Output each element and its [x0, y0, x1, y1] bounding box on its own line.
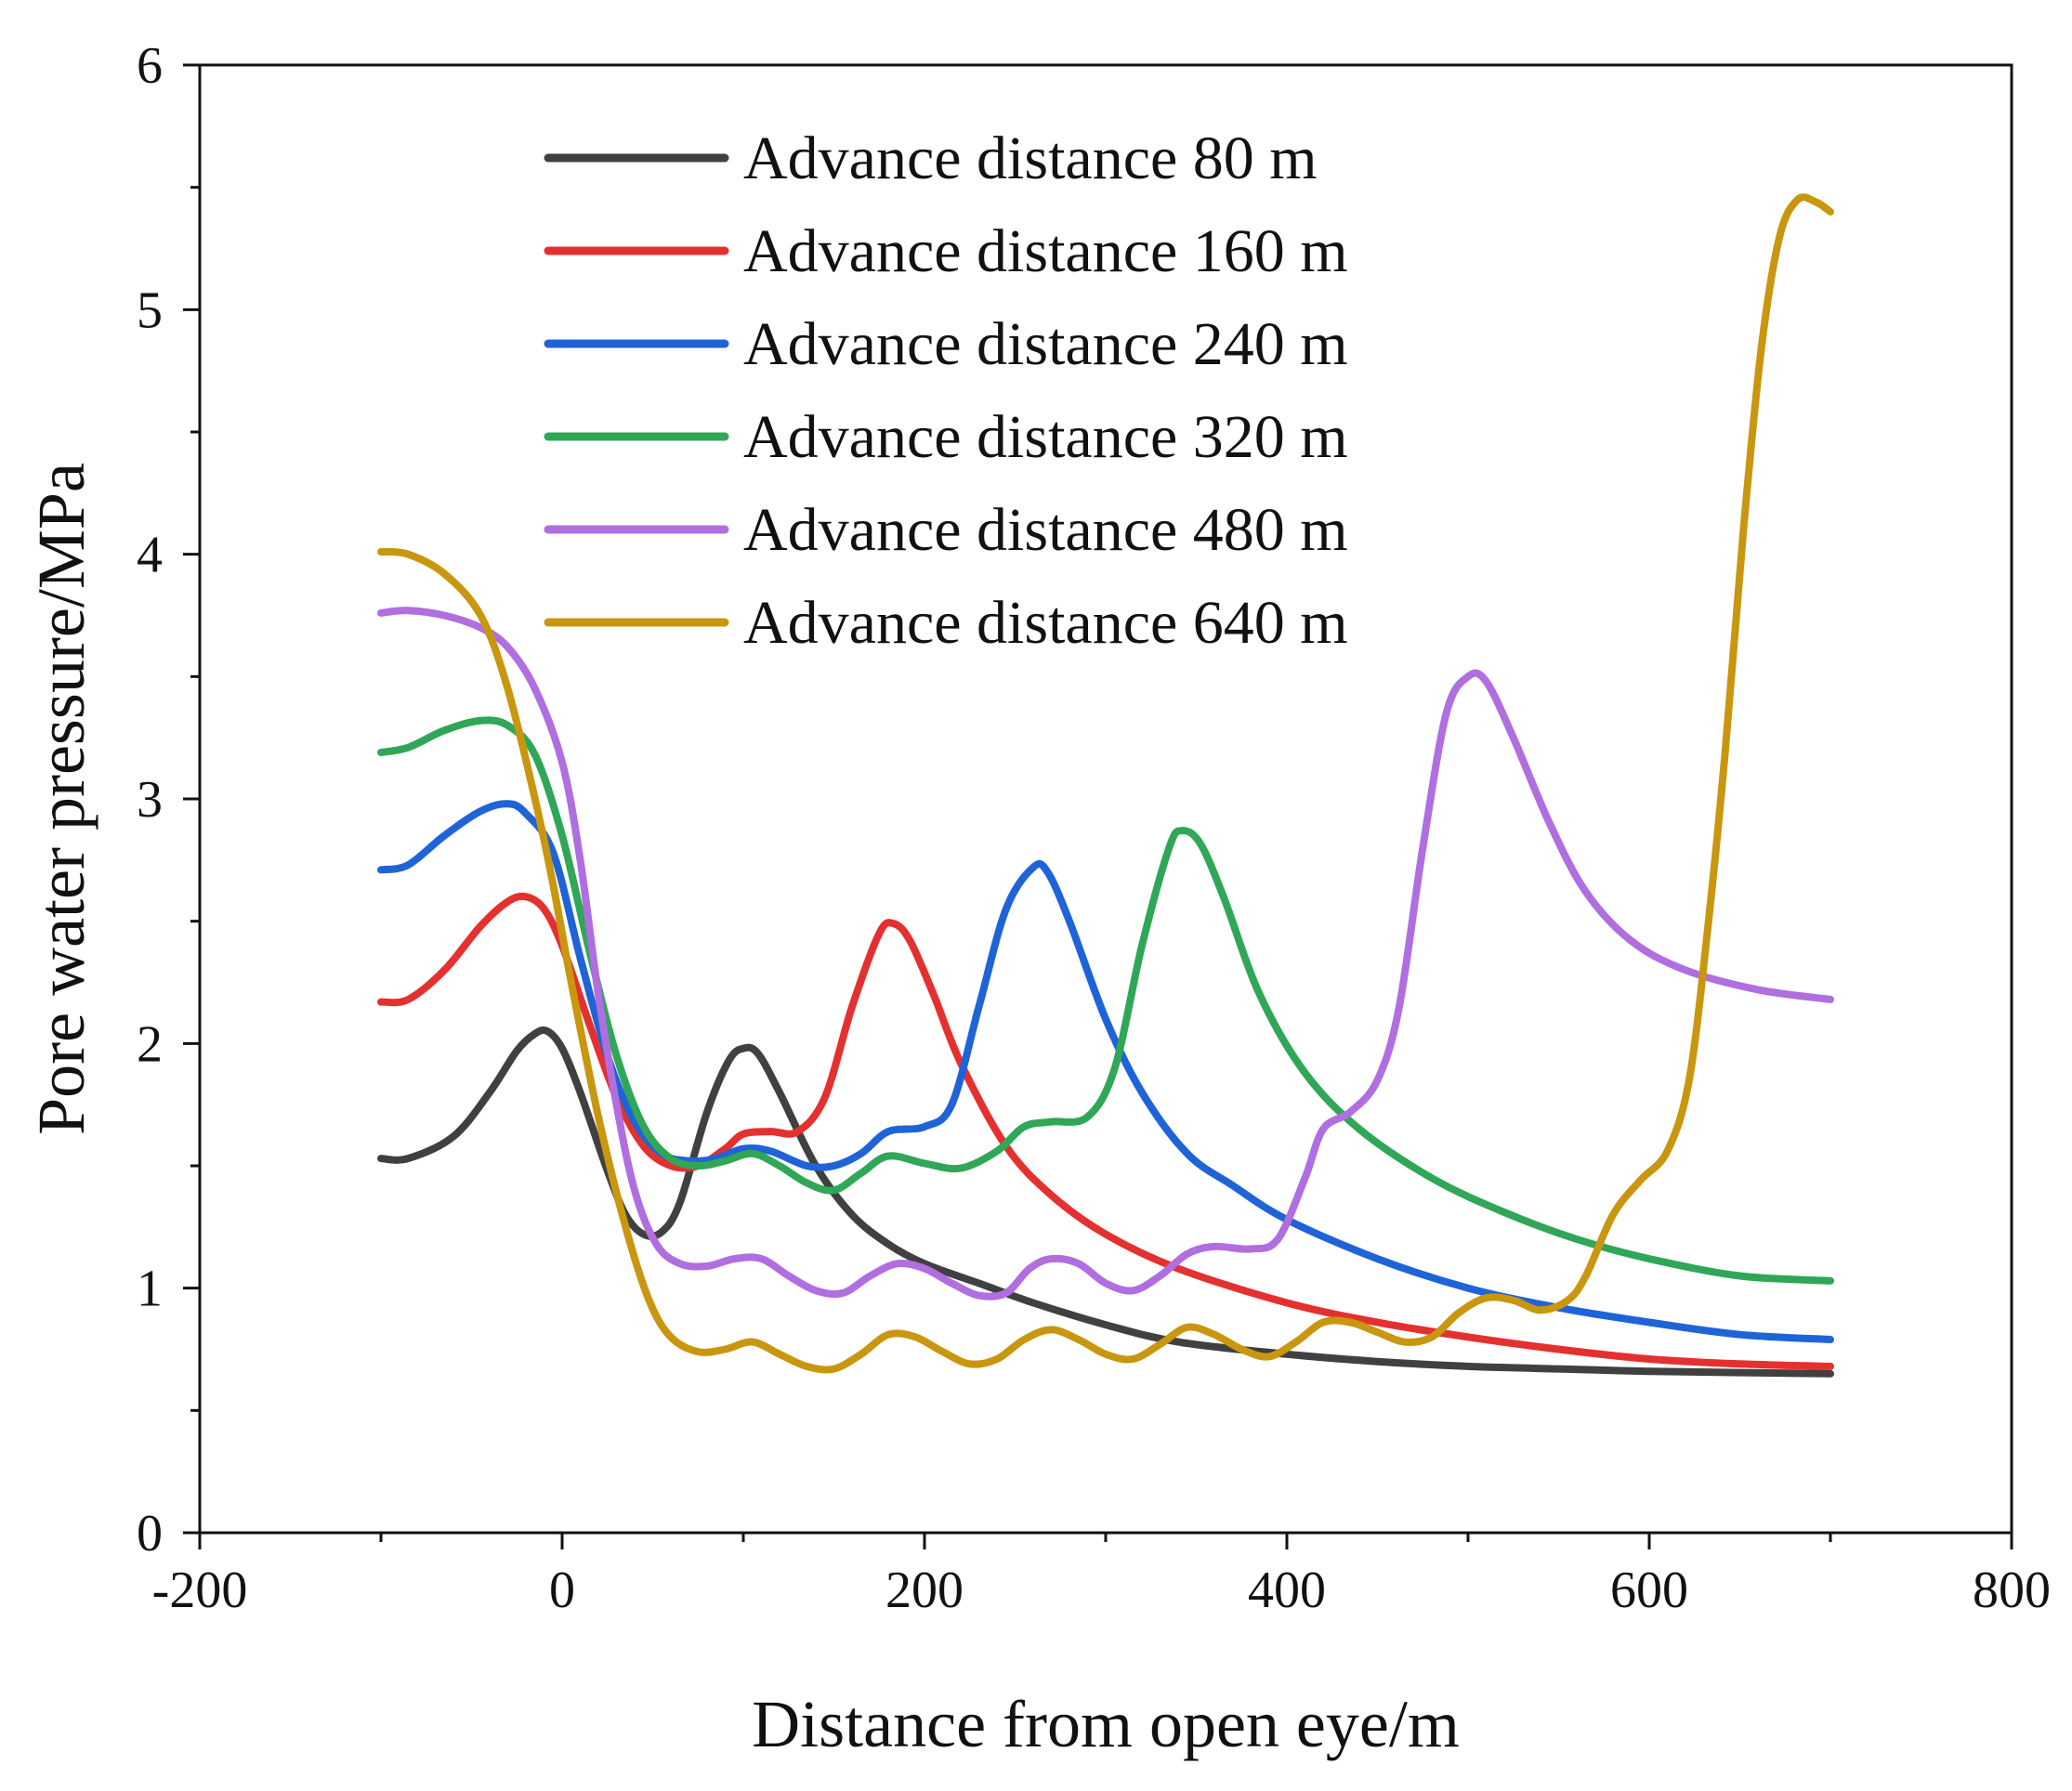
legend-label: Advance distance 160 m — [743, 217, 1348, 285]
series-line — [377, 892, 1834, 1370]
series-line — [377, 716, 1834, 1285]
x-tick-label: 200 — [885, 1562, 964, 1619]
y-axis-title: Pore water pressure/MPa — [24, 463, 98, 1135]
legend-label: Advance distance 320 m — [743, 403, 1348, 471]
x-axis-title: Distance from open eye/m — [752, 1687, 1460, 1761]
x-tick-label: 600 — [1610, 1562, 1688, 1619]
x-tick-label: 800 — [1973, 1562, 2051, 1619]
series-line — [377, 607, 1834, 1301]
plot-frame — [198, 63, 2013, 1535]
y-tick-label: 3 — [137, 771, 163, 829]
y-tick-label: 5 — [137, 281, 163, 339]
y-tick-label: 6 — [137, 37, 163, 95]
y-axis: 0 1 2 3 4 5 6 — [137, 37, 200, 1562]
series-layer — [377, 193, 1834, 1378]
y-tick-label: 1 — [137, 1261, 163, 1318]
x-axis: -200 0 200 400 600 800 — [152, 1533, 2051, 1619]
legend-label: Advance distance 640 m — [743, 589, 1348, 657]
legend-label: Advance distance 80 m — [743, 124, 1318, 192]
legend-label: Advance distance 240 m — [743, 310, 1348, 378]
y-tick-label: 4 — [137, 527, 163, 584]
x-tick-label: -200 — [152, 1562, 248, 1619]
legend-label: Advance distance 480 m — [743, 496, 1348, 564]
y-tick-label: 2 — [137, 1015, 163, 1073]
series-line — [377, 1026, 1834, 1378]
series-line — [377, 800, 1834, 1343]
x-tick-label: 400 — [1248, 1562, 1326, 1619]
series-line — [377, 193, 1834, 1374]
legend: Advance distance 80 m Advance distance 16… — [544, 124, 1348, 657]
y-tick-label: 0 — [137, 1505, 163, 1562]
x-tick-label: 0 — [549, 1562, 575, 1619]
